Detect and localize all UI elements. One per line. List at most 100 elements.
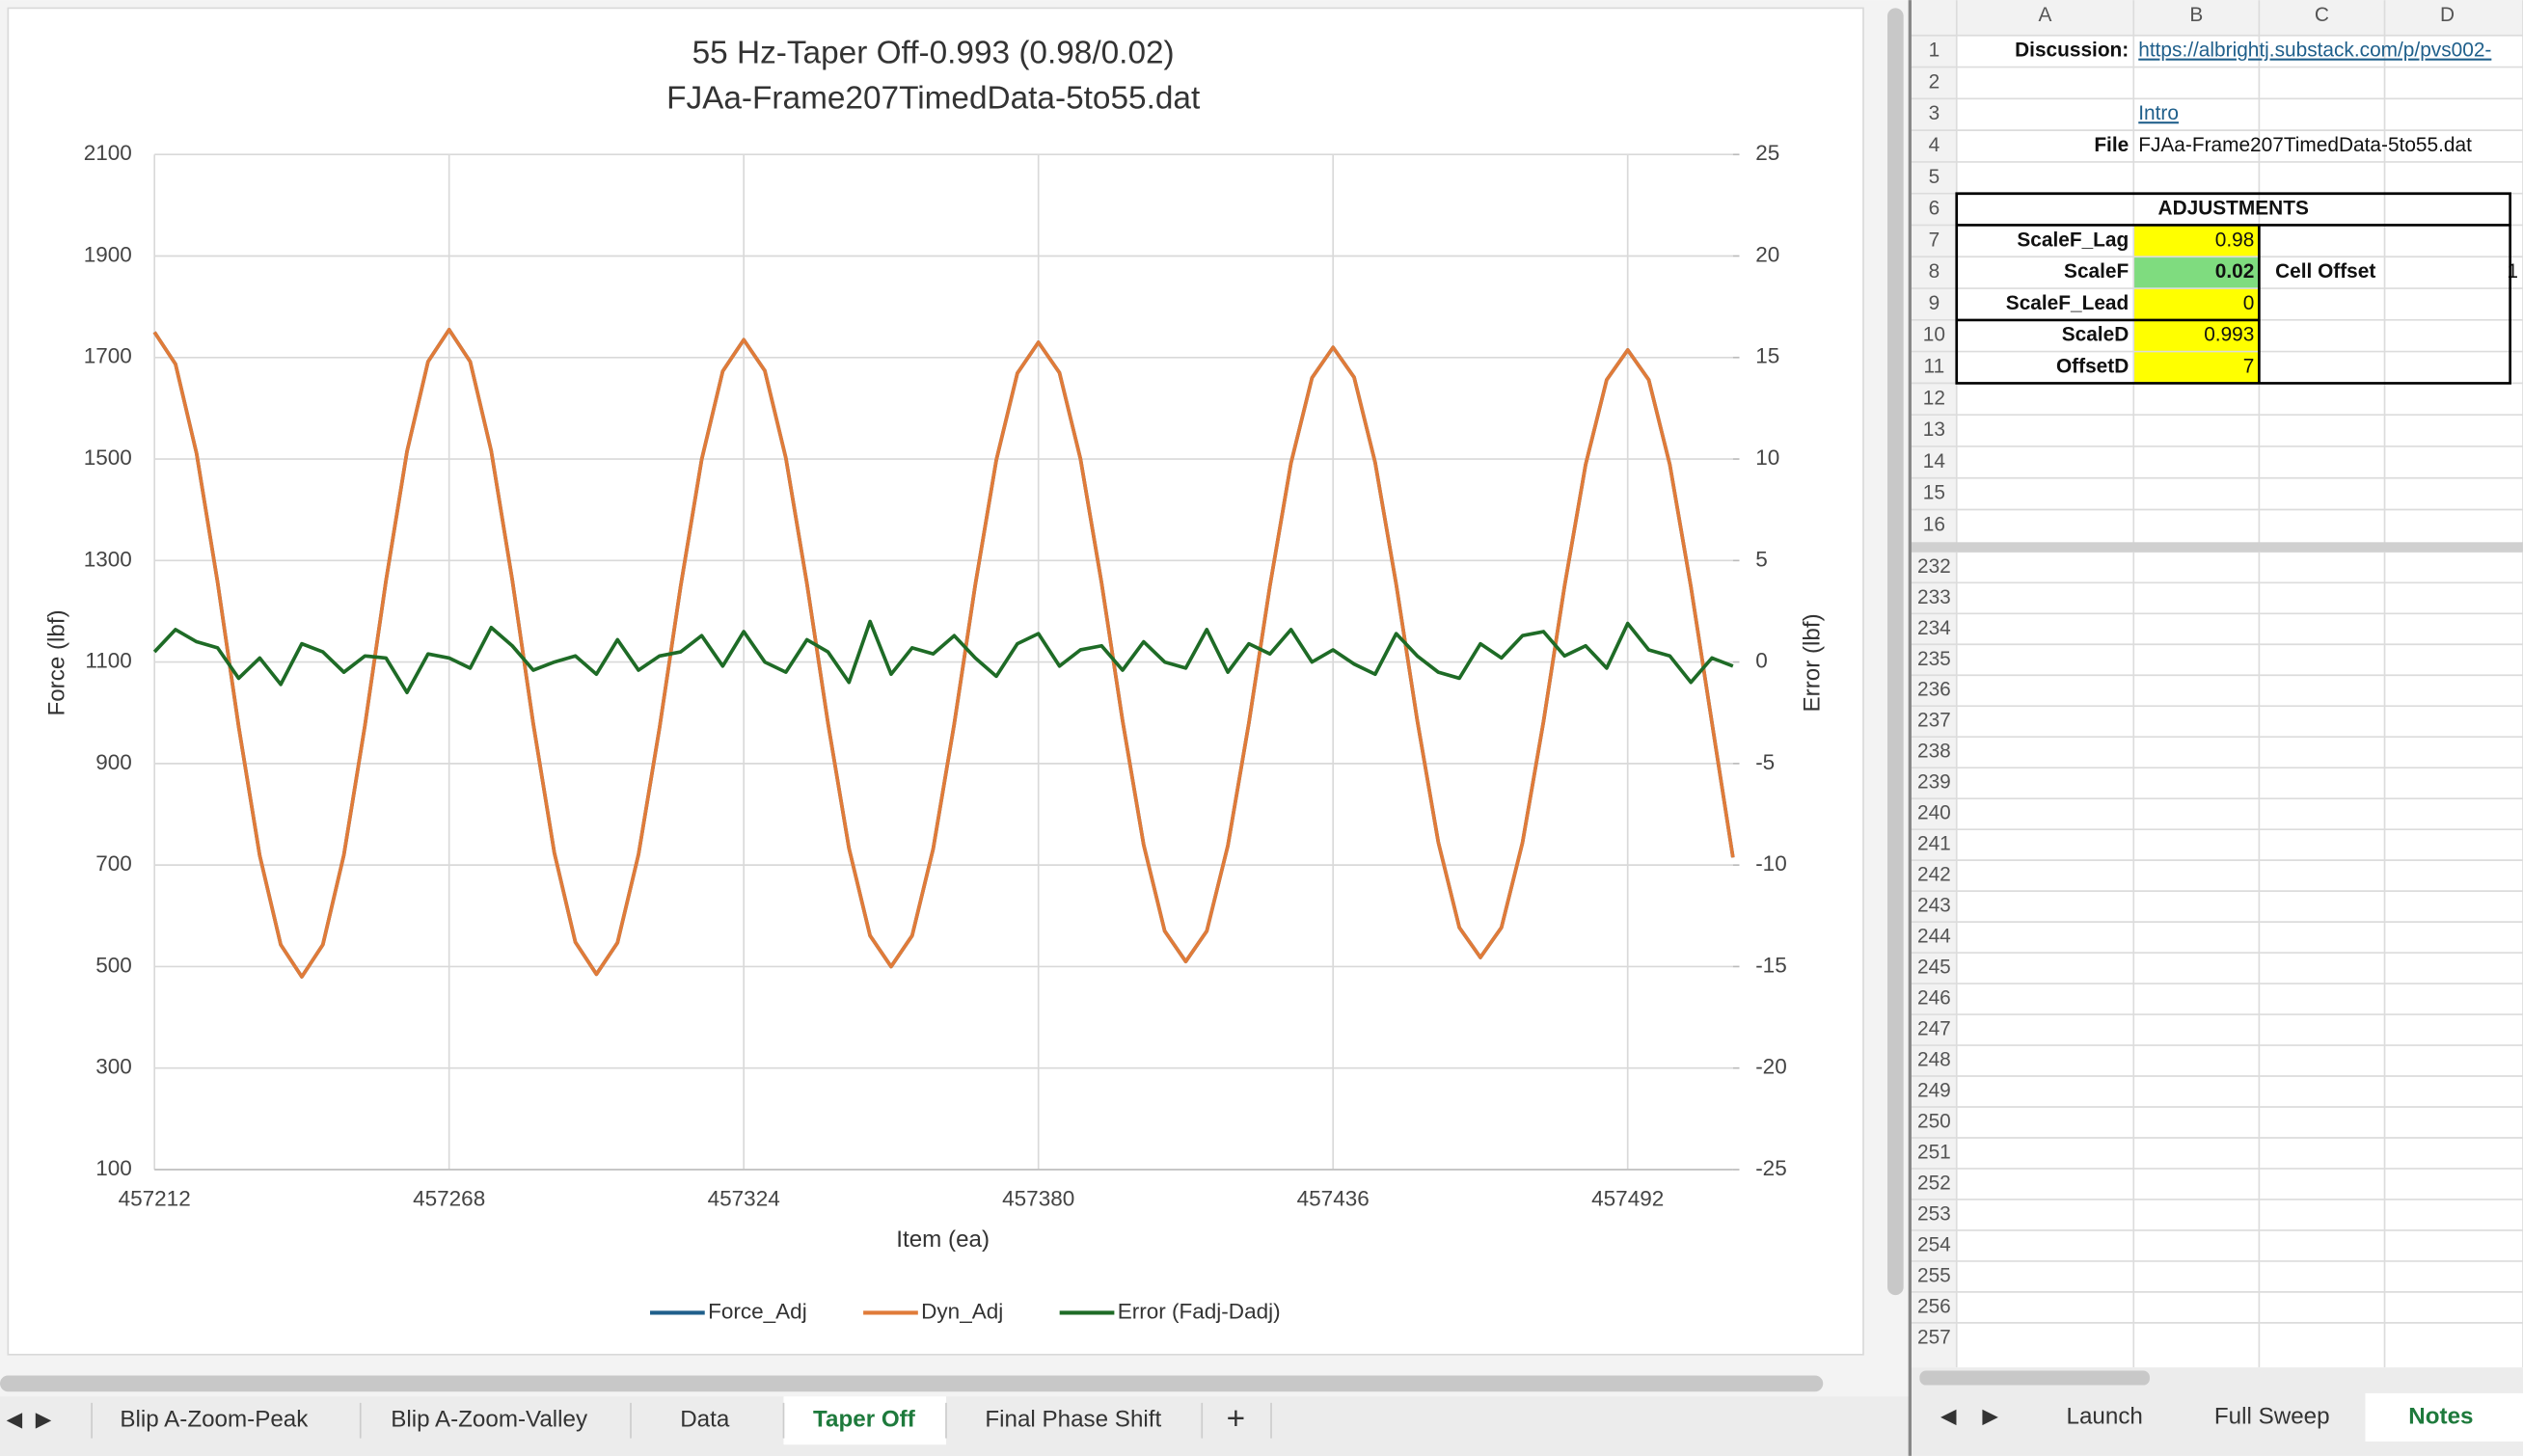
cell: File xyxy=(2094,134,2129,156)
cell: ScaleF xyxy=(2064,260,2129,283)
chart-subtitle: FJAa-Frame207TimedData-5to55.dat xyxy=(666,80,1201,116)
tab[interactable]: Taper Off xyxy=(813,1407,916,1433)
row-number: 234 xyxy=(1917,617,1951,639)
y-tick-label: 1700 xyxy=(84,344,132,368)
row-number: 235 xyxy=(1917,648,1951,670)
x-tick-label: 457436 xyxy=(1297,1187,1370,1211)
row-number: 246 xyxy=(1917,987,1951,1010)
chart-title: 55 Hz-Taper Off-0.993 (0.98/0.02) xyxy=(692,36,1175,71)
row-number: 237 xyxy=(1917,710,1951,732)
cell-link[interactable]: https://albrightj.substack.com/p/pvs002- xyxy=(2138,40,2491,62)
cell: Discussion: xyxy=(2015,40,2129,62)
y-tick-label: 900 xyxy=(95,750,132,774)
row-number: 232 xyxy=(1917,555,1951,578)
x-tick-label: 457324 xyxy=(708,1187,780,1211)
tab[interactable]: Final Phase Shift xyxy=(985,1407,1161,1433)
sheet-h-scrollbar[interactable] xyxy=(1919,1370,2150,1386)
tab-bar xyxy=(0,1396,1913,1456)
row-number: 16 xyxy=(1923,513,1945,535)
tab[interactable]: Full Sweep xyxy=(2214,1403,2330,1429)
v-scrollbar[interactable] xyxy=(1886,8,1904,1296)
y-tick-label: 100 xyxy=(95,1156,132,1180)
col-header: A xyxy=(2039,4,2052,26)
x-tick-label: 457268 xyxy=(413,1187,485,1211)
tab[interactable]: Blip A-Zoom-Peak xyxy=(120,1407,309,1433)
row-number: 249 xyxy=(1917,1080,1951,1102)
tab-next[interactable]: ▶ xyxy=(1982,1404,1998,1428)
tab[interactable]: Launch xyxy=(2067,1403,2143,1429)
cell-fill xyxy=(2133,225,2260,257)
row-number: 236 xyxy=(1917,679,1951,701)
y-tick-label: 700 xyxy=(95,851,132,876)
row-number: 255 xyxy=(1917,1264,1951,1286)
row-number: 253 xyxy=(1917,1202,1951,1225)
y2-tick-label: 25 xyxy=(1755,141,1779,165)
row-number: 242 xyxy=(1917,864,1951,886)
cell: ADJUSTMENTS xyxy=(2158,198,2309,220)
col-header: C xyxy=(2315,4,2329,26)
legend-label: Dyn_Adj xyxy=(921,1299,1003,1323)
row-number: 5 xyxy=(1929,166,1940,188)
cell-fill xyxy=(2133,288,2260,384)
row-number: 238 xyxy=(1917,741,1951,763)
series-line xyxy=(152,619,1734,695)
row-number: 4 xyxy=(1929,134,1940,156)
y2-tick-label: 20 xyxy=(1755,242,1779,266)
y-tick-label: 1900 xyxy=(84,242,132,266)
add-sheet[interactable]: + xyxy=(1227,1401,1245,1437)
cell-link[interactable]: Intro xyxy=(2138,102,2179,124)
cell: OffsetD xyxy=(2056,355,2129,377)
cell-fill xyxy=(2133,256,2260,289)
tab[interactable]: Data xyxy=(680,1407,730,1433)
series-line xyxy=(152,327,1735,979)
row-number: 252 xyxy=(1917,1172,1951,1194)
row-number: 7 xyxy=(1929,229,1940,251)
row-number: 9 xyxy=(1929,292,1940,314)
y-tick-label: 500 xyxy=(95,953,132,977)
row-number: 6 xyxy=(1929,198,1940,220)
row-number: 245 xyxy=(1917,957,1951,979)
cell: FJAa-Frame207TimedData-5to55.dat xyxy=(2138,134,2472,156)
row-number: 239 xyxy=(1917,771,1951,794)
col-header-bar xyxy=(1912,0,2523,36)
tab-next[interactable]: ▶ xyxy=(36,1407,52,1431)
row-number: 257 xyxy=(1917,1326,1951,1348)
y2-tick-label: 5 xyxy=(1755,547,1768,571)
x-axis-label: Item (ea) xyxy=(896,1227,990,1253)
row-number: 11 xyxy=(1924,355,1945,377)
row-number: 8 xyxy=(1929,260,1940,283)
active-tab xyxy=(2365,1392,2523,1442)
h-scrollbar[interactable] xyxy=(0,1375,1824,1392)
tab-prev[interactable]: ◀ xyxy=(1940,1404,1957,1428)
chart-area[interactable] xyxy=(7,7,1864,1356)
col-header: B xyxy=(2189,4,2203,26)
row-number: 256 xyxy=(1917,1295,1951,1317)
row-number: 248 xyxy=(1917,1049,1951,1071)
y-tick-label: 300 xyxy=(95,1055,132,1079)
row-number: 240 xyxy=(1917,802,1951,824)
row-number: 244 xyxy=(1917,926,1951,948)
table-border xyxy=(1955,192,2511,385)
cell: 7 xyxy=(2243,355,2255,377)
row-number: 13 xyxy=(1923,418,1945,441)
legend-label: Force_Adj xyxy=(708,1299,807,1323)
row-number: 3 xyxy=(1929,102,1940,124)
y-tick-label: 2100 xyxy=(84,141,132,165)
row-number: 254 xyxy=(1917,1233,1951,1255)
cell: ScaleF_Lead xyxy=(2006,292,2129,314)
row-number: 251 xyxy=(1917,1141,1951,1163)
tab[interactable]: Notes xyxy=(2408,1403,2473,1429)
row-number: 243 xyxy=(1917,895,1951,917)
row-number: 15 xyxy=(1923,482,1945,504)
tab-dividers xyxy=(91,1402,1272,1439)
y-tick-label: 1300 xyxy=(84,547,132,571)
tab[interactable]: Blip A-Zoom-Valley xyxy=(391,1407,588,1433)
row-header-bar xyxy=(1912,0,1957,1368)
cell: 0.98 xyxy=(2215,229,2255,251)
row-number: 250 xyxy=(1917,1110,1951,1132)
col-header: D xyxy=(2440,4,2455,26)
row-number: 2 xyxy=(1929,70,1940,93)
tab-prev[interactable]: ◀ xyxy=(7,1407,23,1431)
